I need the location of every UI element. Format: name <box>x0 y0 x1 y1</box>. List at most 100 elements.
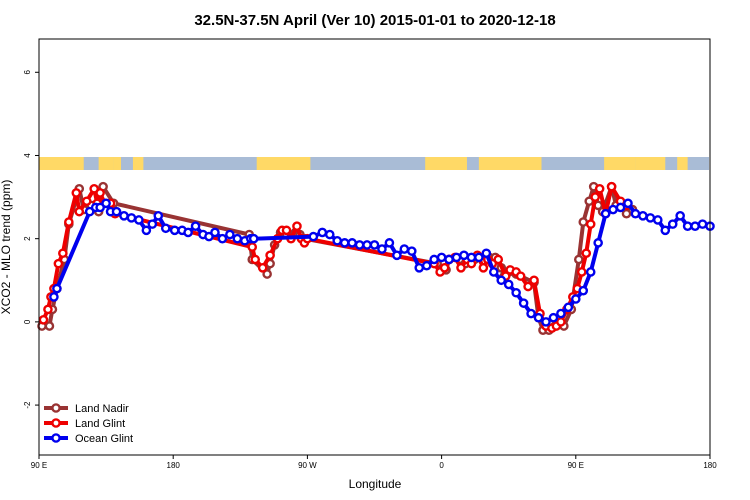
data-point <box>332 235 343 246</box>
data-point <box>585 267 596 277</box>
x-tick-label: 0 <box>439 461 444 470</box>
ocean-band <box>40 157 709 170</box>
y-tick-label: -2 <box>23 401 32 409</box>
data-point <box>474 252 484 263</box>
legend-swatch-marker <box>51 403 61 413</box>
data-point <box>399 244 410 254</box>
data-point <box>608 204 618 215</box>
data-point <box>52 283 62 294</box>
data-point <box>436 252 447 263</box>
data-point <box>493 254 504 265</box>
data-point <box>247 242 258 252</box>
legend-entry: Ocean Glint <box>75 433 133 445</box>
data-point <box>523 281 533 292</box>
data-point <box>126 213 137 223</box>
data-point <box>38 314 49 325</box>
data-point <box>606 181 617 192</box>
y-tick-label: 0 <box>23 319 32 324</box>
data-point <box>444 254 454 265</box>
land-segment <box>478 157 542 170</box>
data-point <box>518 298 529 308</box>
data-point <box>53 258 64 269</box>
data-point <box>225 229 235 240</box>
data-point <box>451 252 462 263</box>
data-point <box>95 188 105 198</box>
data-point <box>541 317 551 327</box>
data-point <box>488 267 499 277</box>
data-point <box>257 262 268 273</box>
y-tick-label: 2 <box>23 236 32 241</box>
x-tick-label: 90 E <box>31 461 47 470</box>
data-point <box>210 227 220 238</box>
data-point <box>281 225 292 236</box>
data-point <box>292 221 302 231</box>
data-point <box>384 238 395 248</box>
data-point <box>529 275 539 286</box>
data-point <box>169 225 180 236</box>
data-point <box>459 250 469 261</box>
chart-title: 32.5N-37.5N April (Ver 10) 2015-01-01 to… <box>194 12 555 29</box>
data-point <box>101 198 111 209</box>
data-point <box>317 227 328 238</box>
data-point <box>369 240 380 250</box>
data-point <box>217 233 228 244</box>
data-point <box>556 308 566 319</box>
data-point <box>43 304 53 315</box>
data-point <box>496 275 507 286</box>
data-point <box>308 231 319 242</box>
data-point <box>623 198 633 209</box>
data-point <box>81 196 92 207</box>
data-point <box>573 254 584 265</box>
data-point <box>653 215 663 225</box>
land-segment <box>132 157 144 170</box>
y-tick-label: 4 <box>23 153 32 158</box>
data-point <box>660 225 671 236</box>
data-point <box>533 312 544 323</box>
data-point <box>585 219 596 229</box>
data-point <box>481 248 492 259</box>
data-point <box>478 262 489 273</box>
data-point <box>630 208 641 219</box>
data-point <box>147 219 158 229</box>
x-tick-label: 90 E <box>568 461 584 470</box>
data-point <box>576 267 587 277</box>
data-point <box>392 250 402 261</box>
data-point <box>675 210 685 221</box>
land-segment <box>39 157 84 170</box>
data-point <box>690 221 700 231</box>
data-point <box>406 246 417 256</box>
data-point <box>439 262 450 273</box>
y-axis-label: XCO2 - MLO trend (ppm) <box>0 180 13 315</box>
data-point <box>119 210 129 221</box>
data-point <box>600 208 611 219</box>
data-point <box>697 219 708 229</box>
series-ocean-glint <box>49 198 715 327</box>
data-point <box>563 302 574 313</box>
data-point <box>548 312 559 323</box>
data-point <box>183 227 193 238</box>
y-tick-label: 6 <box>23 70 32 75</box>
data-point <box>421 260 432 271</box>
data-point <box>571 294 581 304</box>
x-tick-label: 180 <box>703 461 717 470</box>
data-point <box>581 248 592 259</box>
x-axis-label: Longitude <box>349 477 402 491</box>
data-point <box>324 229 335 240</box>
land-segment <box>604 157 636 170</box>
land-segment <box>256 157 311 170</box>
legend-entry: Land Glint <box>75 418 125 430</box>
data-point <box>74 206 85 217</box>
land-ocean-band <box>39 157 709 170</box>
legend-swatch-marker <box>51 433 61 443</box>
data-point <box>594 183 605 194</box>
data-point <box>265 250 275 261</box>
data-point <box>141 225 152 236</box>
data-point <box>58 248 68 259</box>
x-tick-label: 180 <box>167 461 181 470</box>
data-point <box>134 215 144 225</box>
data-point <box>347 238 357 248</box>
data-point <box>593 238 603 248</box>
data-point <box>526 308 536 319</box>
data-point <box>71 188 82 198</box>
